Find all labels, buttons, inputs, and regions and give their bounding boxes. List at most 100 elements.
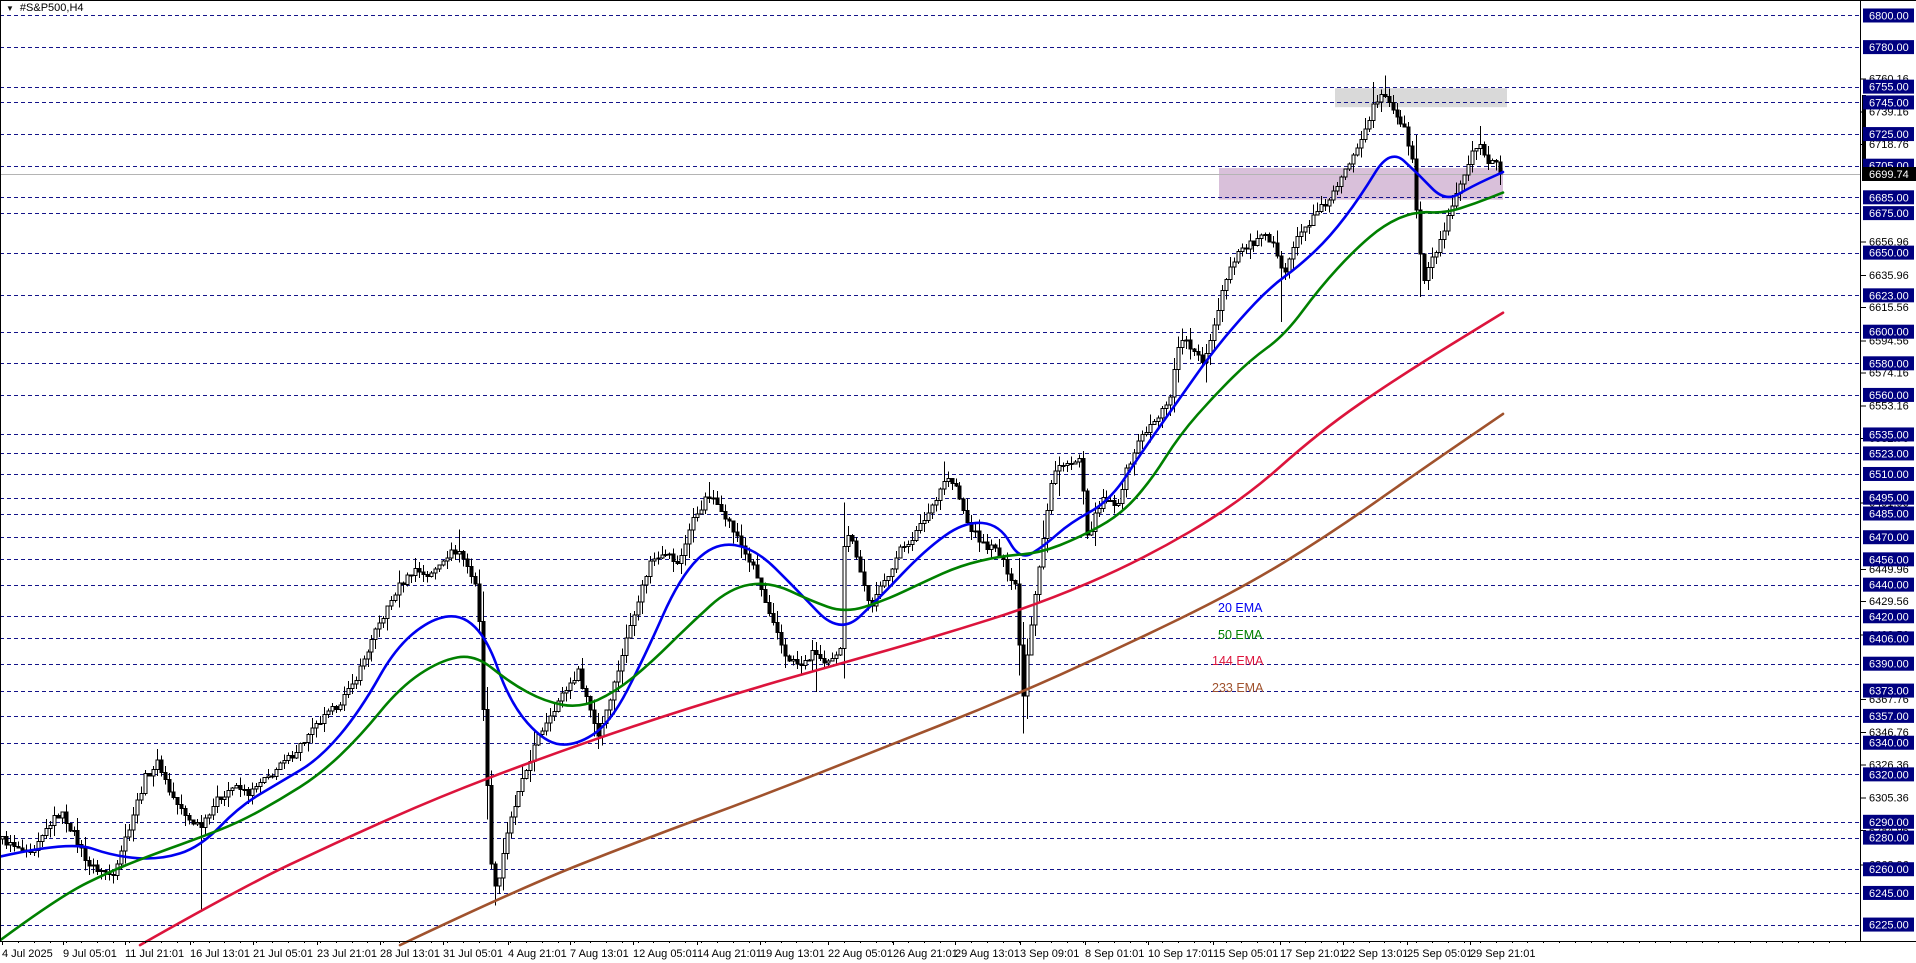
candle-body [1267, 234, 1272, 243]
axis-level-badge [1863, 206, 1914, 221]
candle-body [580, 668, 585, 689]
candle-body [505, 832, 510, 855]
candle-body [397, 582, 402, 596]
candle-body [1148, 423, 1153, 433]
axis-level-badge [1863, 490, 1914, 505]
axis-scale-label: 6574.16 [1869, 368, 1909, 380]
candle-body [1410, 145, 1415, 160]
candle-body [183, 808, 188, 817]
candle-body [155, 759, 160, 770]
candle-body [731, 520, 736, 533]
axis-scale-label: 6656.96 [1869, 237, 1909, 249]
candle-body [199, 822, 204, 828]
candle-body [421, 571, 426, 576]
candle-body [1176, 346, 1181, 370]
candle-body [826, 660, 831, 664]
candle-body [215, 796, 220, 808]
candle-body [274, 769, 279, 777]
candle-body [854, 540, 859, 558]
axis-level-badge [1863, 814, 1914, 829]
candle-body [278, 762, 283, 771]
candle-body [373, 628, 378, 640]
candle-body [393, 594, 398, 601]
candle-body [679, 554, 684, 564]
candle-body [858, 556, 863, 573]
candle-body [1454, 192, 1459, 207]
candle-body [369, 638, 374, 653]
candle-body [1017, 583, 1022, 646]
candle-body [1295, 235, 1300, 249]
candle-body [64, 811, 69, 825]
candle-body [310, 727, 315, 736]
candle-body [111, 873, 116, 877]
candle-body [1494, 159, 1499, 163]
candle-body [179, 803, 184, 810]
candle-body [1446, 214, 1451, 232]
candle-body [795, 659, 800, 665]
candle-body [1263, 234, 1268, 237]
candle-body [417, 568, 422, 573]
candle-body [516, 791, 521, 808]
candle-body [87, 859, 92, 867]
candle-body [1398, 116, 1403, 125]
candle-body [377, 622, 382, 630]
candle-body [385, 605, 390, 619]
candle-body [878, 585, 883, 595]
candle-body [671, 553, 676, 563]
axis-level-badge-label: 6780.00 [1869, 42, 1909, 54]
time-label: 21 Jul 05:01 [253, 948, 313, 960]
candle-body [1371, 103, 1376, 122]
candle-body [1081, 458, 1086, 492]
candle-body [1355, 147, 1360, 156]
candle-body [1073, 461, 1078, 465]
price-axis[interactable]: 6760.166739.166718.766656.966635.966615.… [1860, 8, 1916, 932]
candle-body [1168, 396, 1173, 406]
axis-level-badge [1863, 530, 1914, 545]
candle-body [1319, 204, 1324, 212]
time-axis[interactable]: 4 Jul 2025 9 Jul 05:01 11 Jul 21:01 16 Jul … [2, 941, 1846, 960]
candle-body [1188, 339, 1193, 350]
one-click-trading-icon[interactable]: ▼ [6, 3, 14, 13]
candle-body [520, 777, 525, 793]
candle-body [524, 770, 529, 779]
candle-body [616, 670, 621, 683]
axis-level-badge [1863, 830, 1914, 845]
candle-body [1049, 483, 1054, 511]
candle-body [481, 621, 486, 710]
axis-level-badge-label: 6390.00 [1869, 659, 1909, 671]
candle-body [1196, 350, 1201, 356]
candle-body [187, 815, 192, 821]
axis-level-badge-label: 6456.00 [1869, 554, 1909, 566]
candle-body [131, 814, 136, 831]
candle-body [437, 564, 442, 570]
time-label: 28 Jul 13:01 [380, 948, 440, 960]
candle-body [564, 690, 569, 694]
candle-body [127, 829, 132, 838]
candle-body [1136, 440, 1141, 454]
axis-level-badge [1863, 708, 1914, 723]
candle-body [513, 806, 518, 818]
candle-body [1152, 420, 1157, 425]
candle-body [1029, 624, 1034, 656]
candle-body [95, 864, 100, 872]
candle-body [1482, 144, 1487, 156]
candle-body [36, 841, 41, 852]
candle-body [230, 787, 235, 792]
axis-level-badge [1863, 631, 1914, 646]
ema-legend-50: 50 EMA [1218, 628, 1263, 642]
candle-body [957, 485, 962, 500]
candle-body [461, 550, 466, 560]
candle-body [771, 612, 776, 624]
candle-body [346, 687, 351, 695]
candle-body [850, 534, 855, 542]
candle-body [401, 582, 406, 585]
candle-body [1434, 251, 1439, 258]
candle-body [4, 836, 9, 846]
candle-body [465, 558, 470, 567]
candle-body [298, 743, 303, 753]
candle-body [1311, 214, 1316, 226]
candle-body [584, 687, 589, 698]
candle-body [99, 870, 104, 873]
